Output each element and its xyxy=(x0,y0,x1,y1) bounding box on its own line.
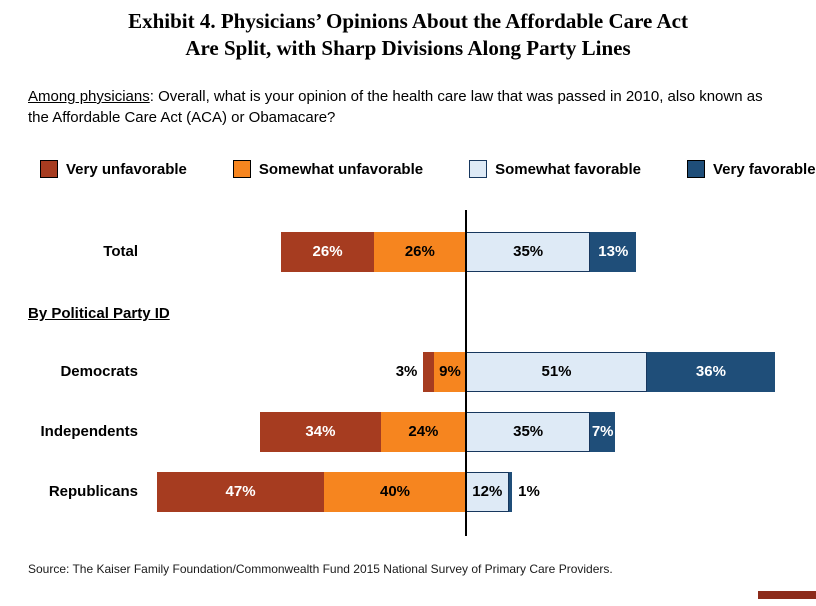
chart-area: By Political Party ID Total 26% 26% 35% 13% D… xyxy=(0,210,816,540)
category-label: Republicans xyxy=(48,483,138,500)
bar-segment xyxy=(281,232,374,272)
bar-segment xyxy=(373,232,466,272)
bar-segment xyxy=(157,472,324,512)
bar-value-label: 40% xyxy=(379,483,411,500)
bar-value-label: 13% xyxy=(598,243,629,260)
bar-segment xyxy=(647,352,775,392)
bar-value-label: 26% xyxy=(312,243,343,260)
legend-label: Very favorable xyxy=(712,160,816,178)
legend-item: Very unfavorable xyxy=(40,160,187,178)
legend-item: Somewhat unfavorable xyxy=(232,160,424,178)
bar-value-label: 1% xyxy=(518,483,540,500)
bar-value-label: 47% xyxy=(225,483,256,500)
bar-segment xyxy=(590,412,616,452)
bar-value-label: 12% xyxy=(472,483,503,500)
bar-segment xyxy=(466,472,509,512)
bar-value-label: 34% xyxy=(305,423,336,440)
source-note: Source: The Kaiser Family Foundation/Com… xyxy=(28,562,613,576)
bar-value-label: 7% xyxy=(591,423,614,440)
bar-value-label: 24% xyxy=(408,423,439,440)
bar-segment xyxy=(423,352,435,392)
legend-label: Somewhat unfavorable xyxy=(258,160,424,178)
exhibit-title-line2: Are Split, with Sharp Divisions Along Pa… xyxy=(185,36,631,60)
bar-segment xyxy=(466,352,648,392)
bar-value-label: 35% xyxy=(513,243,544,260)
bar-value-label: 36% xyxy=(695,363,726,380)
bar-segment xyxy=(466,412,591,452)
survey-question: Among physicians: Overall, what is your … xyxy=(28,86,784,128)
bar-value-label: 26% xyxy=(404,243,435,260)
question-rest: : Overall, what is your opinion of the h… xyxy=(28,88,763,126)
legend-swatch xyxy=(686,160,705,178)
bar-value-label: 35% xyxy=(513,423,544,440)
bar-segment xyxy=(434,352,466,392)
bar-segment xyxy=(324,472,466,512)
question-underlined-part: Among physicians xyxy=(28,88,150,105)
bar-value-label: 51% xyxy=(541,363,572,380)
legend-swatch xyxy=(469,160,488,178)
bar-value-label: 3% xyxy=(395,363,418,380)
legend-swatch xyxy=(232,160,251,178)
category-label: Independents xyxy=(40,423,138,440)
exhibit-title-line1: Exhibit 4. Physicians’ Opinions About th… xyxy=(128,9,688,33)
exhibit-title: Exhibit 4. Physicians’ Opinions About th… xyxy=(0,8,816,62)
legend-item: Very favorable xyxy=(686,160,816,178)
zero-baseline xyxy=(465,210,467,536)
footer-accent-bar xyxy=(758,591,816,599)
category-label: Democrats xyxy=(60,363,138,380)
legend-item: Somewhat favorable xyxy=(469,160,641,178)
bar-segment xyxy=(380,412,466,452)
legend: Very unfavorable Somewhat unfavorable Some… xyxy=(40,160,816,178)
legend-swatch xyxy=(40,160,58,178)
bar-segment xyxy=(260,412,381,452)
group-label: By Political Party ID xyxy=(28,305,170,322)
bar-segment xyxy=(508,472,513,512)
legend-label: Very unfavorable xyxy=(66,160,187,178)
legend-label: Somewhat favorable xyxy=(495,160,641,178)
category-label: Total xyxy=(103,243,138,260)
bar-value-label: 9% xyxy=(439,363,461,380)
bar-segment xyxy=(590,232,637,272)
